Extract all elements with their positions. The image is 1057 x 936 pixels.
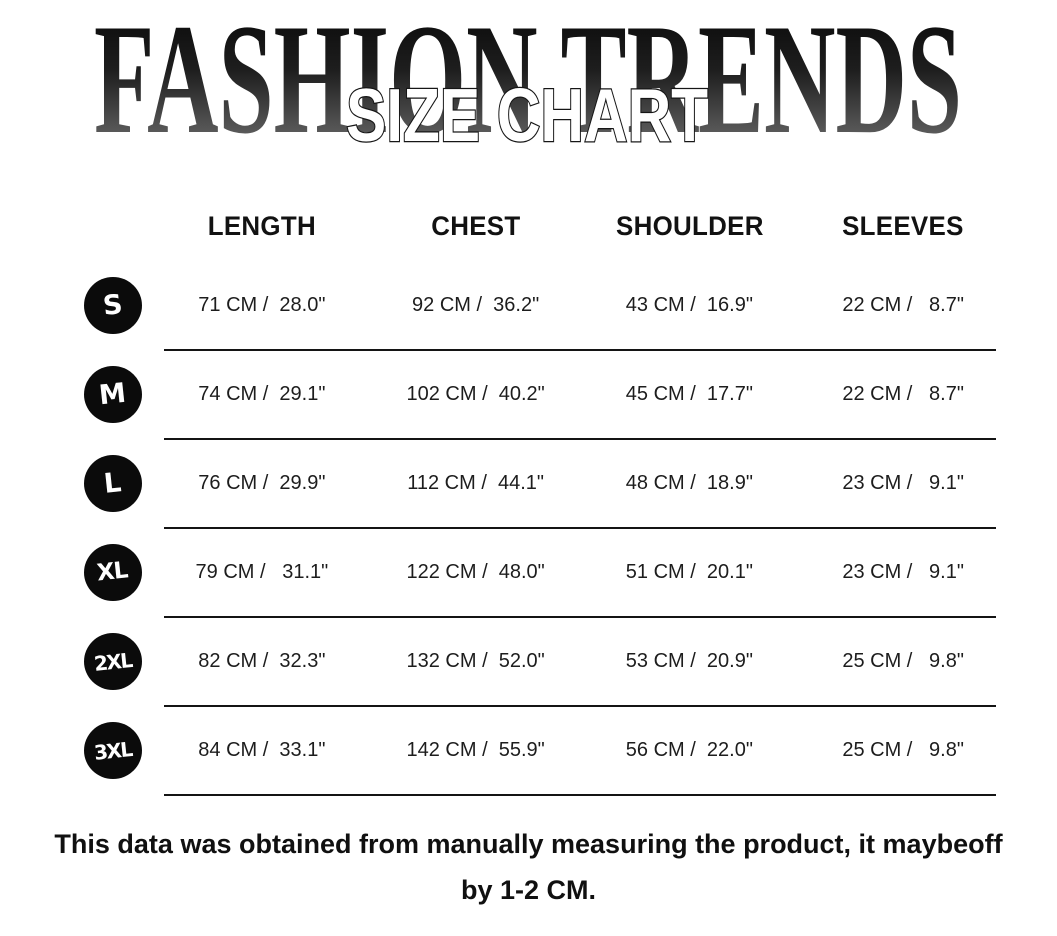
cell-sleeves: 22 CM / 8.7" bbox=[842, 294, 964, 316]
masthead: FASHION TRENDS SIZE CHART bbox=[94, 0, 962, 158]
size-badge: M bbox=[83, 366, 142, 423]
brand-title: FASHION TRENDS bbox=[94, 0, 962, 158]
table-row: 2XL 82 CM / 32.3" 132 CM / 52.0" 53 CM /… bbox=[70, 618, 1010, 705]
size-badge: 2XL bbox=[83, 633, 142, 690]
cell-shoulder: 43 CM / 16.9" bbox=[625, 294, 753, 316]
size-badge-label: S bbox=[101, 289, 124, 322]
size-badge-cell: XL bbox=[70, 544, 155, 601]
cell-shoulder: 56 CM / 22.0" bbox=[625, 739, 753, 761]
row-divider bbox=[164, 349, 996, 351]
cell-sleeves: 25 CM / 9.8" bbox=[842, 650, 964, 672]
size-badge: S bbox=[83, 277, 142, 334]
size-badge-cell: L bbox=[70, 455, 155, 512]
cell-sleeves: 23 CM / 9.1" bbox=[842, 472, 964, 494]
size-badge-label: 3XL bbox=[92, 736, 133, 765]
table-row: S 71 CM / 28.0" 92 CM / 36.2" 43 CM / 16… bbox=[70, 262, 1010, 349]
cell-shoulder: 48 CM / 18.9" bbox=[625, 472, 753, 494]
cell-sleeves: 25 CM / 9.8" bbox=[842, 739, 964, 761]
column-header-shoulder: SHOULDER bbox=[615, 210, 764, 241]
cell-shoulder: 53 CM / 20.9" bbox=[625, 650, 753, 672]
size-badge-cell: M bbox=[70, 366, 155, 423]
row-divider bbox=[164, 438, 996, 440]
cell-length: 79 CM / 31.1" bbox=[195, 561, 329, 583]
cell-chest: 102 CM / 40.2" bbox=[406, 383, 545, 405]
size-badge-label: L bbox=[102, 467, 123, 500]
cell-chest: 92 CM / 36.2" bbox=[412, 294, 540, 316]
cell-shoulder: 51 CM / 20.1" bbox=[625, 561, 753, 583]
table-row: M 74 CM / 29.1" 102 CM / 40.2" 45 CM / 1… bbox=[70, 351, 1010, 438]
cell-length: 71 CM / 28.0" bbox=[198, 294, 326, 316]
row-divider bbox=[164, 527, 996, 529]
cell-chest: 132 CM / 52.0" bbox=[406, 650, 545, 672]
cell-sleeves: 22 CM / 8.7" bbox=[842, 383, 964, 405]
row-divider bbox=[164, 794, 996, 796]
disclaimer-line-2: by 1-2 CM. bbox=[460, 874, 597, 905]
cell-length: 74 CM / 29.1" bbox=[198, 383, 326, 405]
cell-shoulder: 45 CM / 17.7" bbox=[625, 383, 753, 405]
disclaimer-line-1: This data was obtained from manually mea… bbox=[54, 829, 1003, 859]
cell-length: 84 CM / 33.1" bbox=[198, 739, 326, 761]
cell-length: 76 CM / 29.9" bbox=[198, 472, 326, 494]
size-badge-cell: 3XL bbox=[70, 722, 155, 779]
size-chart-subtitle: SIZE CHART bbox=[346, 73, 708, 157]
size-badge-cell: S bbox=[70, 277, 155, 334]
row-divider bbox=[164, 616, 996, 618]
size-table: LENGTH CHEST SHOULDER SLEEVES S 71 CM / … bbox=[70, 190, 1010, 796]
cell-chest: 122 CM / 48.0" bbox=[406, 561, 545, 583]
measurement-disclaimer: This data was obtained from manually mea… bbox=[0, 822, 1057, 914]
size-badge-label: M bbox=[97, 377, 128, 412]
cell-chest: 112 CM / 44.1" bbox=[407, 472, 545, 494]
table-header-row: LENGTH CHEST SHOULDER SLEEVES bbox=[70, 190, 1010, 262]
size-badge-label: 2XL bbox=[92, 647, 133, 676]
table-row: XL 79 CM / 31.1" 122 CM / 48.0" 51 CM / … bbox=[70, 529, 1010, 616]
column-header-length: LENGTH bbox=[207, 210, 317, 241]
size-badge-cell: 2XL bbox=[70, 633, 155, 690]
size-badge: L bbox=[83, 455, 142, 512]
row-divider bbox=[164, 705, 996, 707]
cell-chest: 142 CM / 55.9" bbox=[406, 739, 545, 761]
size-badge-label: XL bbox=[95, 557, 129, 587]
cell-length: 82 CM / 32.3" bbox=[198, 650, 326, 672]
size-badge: 3XL bbox=[83, 722, 142, 779]
table-row: L 76 CM / 29.9" 112 CM / 44.1" 48 CM / 1… bbox=[70, 440, 1010, 527]
table-row: 3XL 84 CM / 33.1" 142 CM / 55.9" 56 CM /… bbox=[70, 707, 1010, 794]
cell-sleeves: 23 CM / 9.1" bbox=[842, 561, 964, 583]
column-header-chest: CHEST bbox=[430, 210, 521, 241]
size-badge: XL bbox=[83, 544, 142, 601]
column-header-sleeves: SLEEVES bbox=[842, 210, 964, 241]
